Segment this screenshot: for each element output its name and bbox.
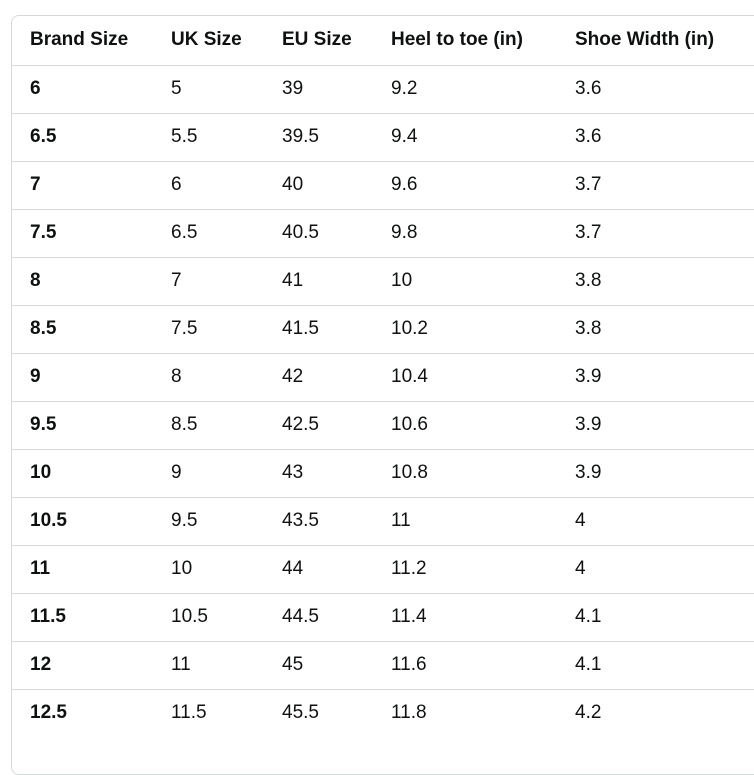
table-row: 12.5 11.5 45.5 11.8 4.2	[12, 689, 754, 737]
shoe-width-cell: 4.1	[575, 593, 754, 642]
heel-to-toe-cell: 11	[391, 497, 575, 546]
uk-size-cell: 8	[171, 353, 282, 402]
table-row: 11 10 44 11.2 4	[12, 545, 754, 594]
eu-size-cell: 41.5	[282, 305, 391, 354]
shoe-width-cell: 3.9	[575, 449, 754, 498]
header-brand-size: Brand Size	[12, 16, 171, 66]
heel-to-toe-cell: 9.2	[391, 65, 575, 114]
shoe-width-cell: 3.7	[575, 209, 754, 258]
eu-size-cell: 42	[282, 353, 391, 402]
eu-size-cell: 45.5	[282, 702, 319, 724]
uk-size-cell: 10.5	[171, 593, 282, 642]
shoe-width-cell: 3.6	[575, 113, 754, 162]
table-row: 9.5 8.5 42.5 10.6 3.9	[12, 401, 754, 450]
eu-size-cell: 41	[282, 257, 391, 306]
uk-size-cell: 10	[171, 545, 282, 594]
header-shoe-width: Shoe Width (in)	[575, 16, 754, 66]
eu-size-cell: 43.5	[282, 497, 391, 546]
brand-size-cell: 7	[12, 161, 171, 210]
table-row: 7.5 6.5 40.5 9.8 3.7	[12, 209, 754, 258]
uk-size-cell: 11	[171, 641, 282, 690]
brand-size-cell: 10.5	[12, 497, 171, 546]
eu-size-cell: 42.5	[282, 401, 391, 450]
table-row: 9 8 42 10.4 3.9	[12, 353, 754, 402]
header-heel-to-toe: Heel to toe (in)	[391, 16, 575, 66]
eu-size-cell: 45	[282, 641, 391, 690]
table-row: 11.5 10.5 44.5 11.4 4.1	[12, 593, 754, 642]
eu-size-cell: 40	[282, 161, 391, 210]
eu-size-cell: 39.5	[282, 113, 391, 162]
table-body: 6 5 39 9.2 3.6 6.5 5.5 39.5 9.4 3.6 7 6 40 9.6 3.7 7.5 6…	[12, 65, 754, 737]
size-chart-table: Brand Size UK Size EU Size Heel to toe (…	[12, 16, 754, 737]
heel-to-toe-cell: 10	[391, 257, 575, 306]
uk-size-cell: 8.5	[171, 401, 282, 450]
brand-size-cell: 6.5	[12, 113, 171, 162]
eu-size-cell: 39	[282, 65, 391, 114]
heel-to-toe-cell: 9.4	[391, 113, 575, 162]
uk-size-cell: 5	[171, 65, 282, 114]
table-header: Brand Size UK Size EU Size Heel to toe (…	[12, 16, 754, 66]
shoe-width-cell: 4.2	[575, 702, 602, 724]
uk-size-cell: 7.5	[171, 305, 282, 354]
uk-size-cell: 6	[171, 161, 282, 210]
eu-size-cell: 40.5	[282, 209, 391, 258]
brand-size-cell: 12.5	[30, 702, 67, 724]
heel-to-toe-cell: 11.2	[391, 545, 575, 594]
uk-size-cell: 5.5	[171, 113, 282, 162]
heel-to-toe-cell: 9.8	[391, 209, 575, 258]
heel-to-toe-cell: 11.8	[391, 702, 427, 724]
table-row: 6 5 39 9.2 3.6	[12, 65, 754, 114]
table-row: 8 7 41 10 3.8	[12, 257, 754, 306]
uk-size-cell: 9	[171, 449, 282, 498]
shoe-width-cell: 4.1	[575, 641, 754, 690]
table-row: 10.5 9.5 43.5 11 4	[12, 497, 754, 546]
brand-size-cell: 6	[12, 65, 171, 114]
table-row: 8.5 7.5 41.5 10.2 3.8	[12, 305, 754, 354]
brand-size-cell: 7.5	[12, 209, 171, 258]
heel-to-toe-cell: 11.6	[391, 641, 575, 690]
brand-size-cell: 8	[12, 257, 171, 306]
eu-size-cell: 43	[282, 449, 391, 498]
size-chart-container: Brand Size UK Size EU Size Heel to toe (…	[11, 15, 754, 775]
header-row: Brand Size UK Size EU Size Heel to toe (…	[12, 16, 754, 66]
eu-size-cell: 44.5	[282, 593, 391, 642]
brand-size-cell: 9	[12, 353, 171, 402]
brand-size-cell: 10	[12, 449, 171, 498]
heel-to-toe-cell: 11.4	[391, 593, 575, 642]
heel-to-toe-cell: 10.8	[391, 449, 575, 498]
brand-size-cell: 9.5	[12, 401, 171, 450]
shoe-width-cell: 4	[575, 497, 754, 546]
heel-to-toe-cell: 10.4	[391, 353, 575, 402]
brand-size-cell: 11	[12, 545, 171, 594]
heel-to-toe-cell: 9.6	[391, 161, 575, 210]
header-eu-size: EU Size	[282, 16, 391, 66]
header-uk-size: UK Size	[171, 16, 282, 66]
table-row: 6.5 5.5 39.5 9.4 3.6	[12, 113, 754, 162]
eu-size-cell: 44	[282, 545, 391, 594]
shoe-width-cell: 3.6	[575, 65, 754, 114]
brand-size-cell: 8.5	[12, 305, 171, 354]
shoe-width-cell: 3.9	[575, 401, 754, 450]
table-row: 10 9 43 10.8 3.9	[12, 449, 754, 498]
shoe-width-cell: 3.9	[575, 353, 754, 402]
uk-size-cell: 7	[171, 257, 282, 306]
shoe-width-cell: 3.8	[575, 305, 754, 354]
uk-size-cell: 6.5	[171, 209, 282, 258]
uk-size-cell: 11.5	[171, 702, 207, 724]
uk-size-cell: 9.5	[171, 497, 282, 546]
heel-to-toe-cell: 10.6	[391, 401, 575, 450]
heel-to-toe-cell: 10.2	[391, 305, 575, 354]
brand-size-cell: 12	[12, 641, 171, 690]
brand-size-cell: 11.5	[12, 593, 171, 642]
table-row: 12 11 45 11.6 4.1	[12, 641, 754, 690]
shoe-width-cell: 4	[575, 545, 754, 594]
shoe-width-cell: 3.7	[575, 161, 754, 210]
table-row: 7 6 40 9.6 3.7	[12, 161, 754, 210]
shoe-width-cell: 3.8	[575, 257, 754, 306]
